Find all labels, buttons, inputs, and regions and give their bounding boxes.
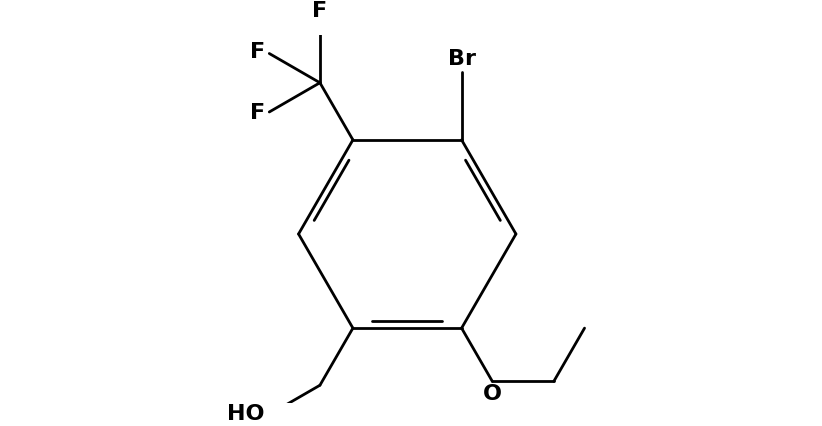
Text: F: F [250,104,265,124]
Text: HO: HO [228,405,265,424]
Text: F: F [250,42,265,62]
Text: F: F [312,1,327,21]
Text: Br: Br [448,49,476,69]
Text: O: O [483,383,502,403]
